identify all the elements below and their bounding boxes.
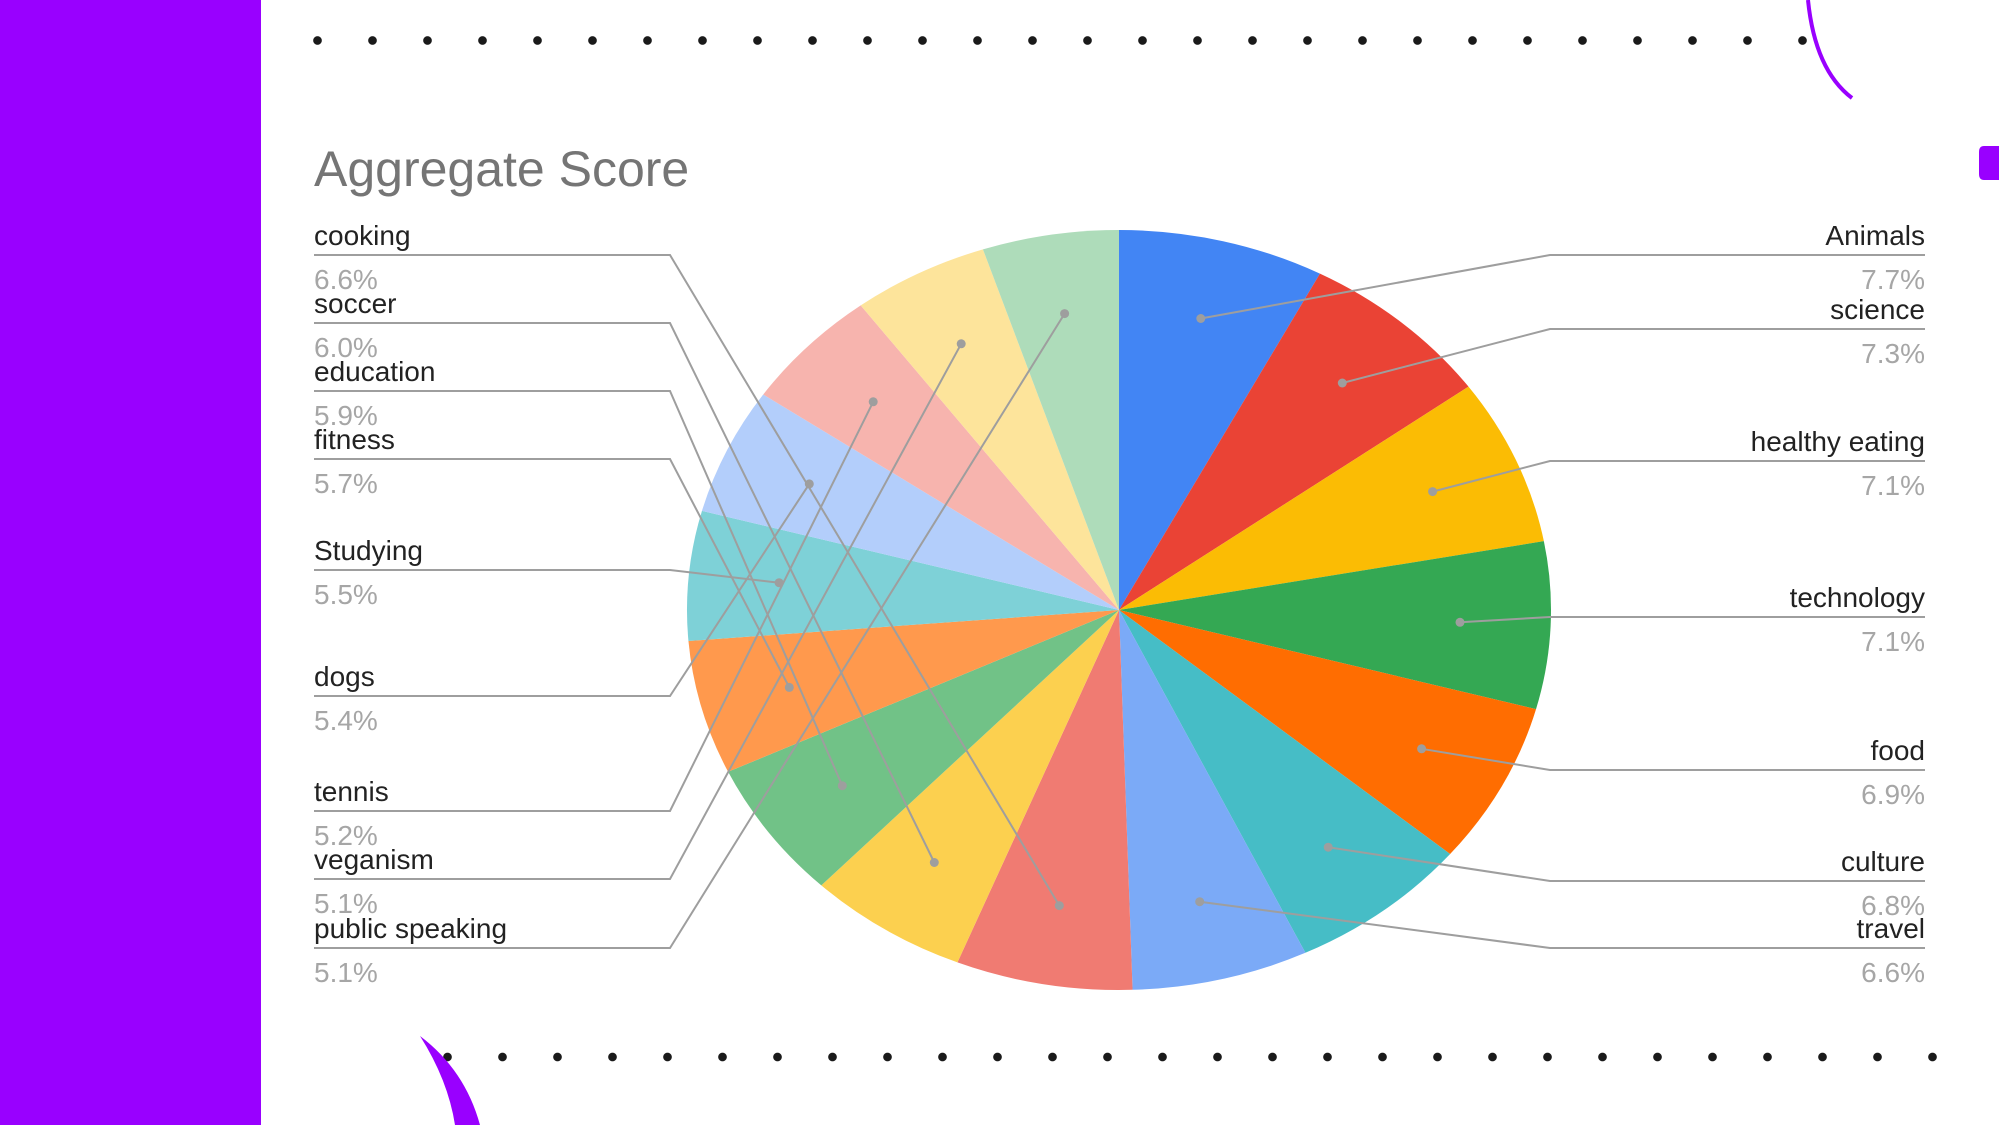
pie-slice-technology xyxy=(1119,541,1551,710)
slice-percent-label: 7.1% xyxy=(1861,626,1925,657)
pie-slice-education xyxy=(728,610,1119,886)
leader-dot xyxy=(1196,314,1206,323)
leader-dot xyxy=(837,781,847,791)
leader-line xyxy=(314,390,844,787)
slice-percent-label: 5.9% xyxy=(314,400,378,431)
slice-label: cooking xyxy=(314,220,411,251)
pie-slice-dogs xyxy=(701,394,1119,610)
leader-dot xyxy=(804,479,814,489)
pie-slice-tennis xyxy=(763,305,1119,610)
slice-label: Studying xyxy=(314,535,423,566)
leader-dot xyxy=(868,397,878,407)
slice-percent-label: 7.7% xyxy=(1861,264,1925,295)
pie-slice-soccer xyxy=(821,610,1119,963)
slice-label: travel xyxy=(1857,913,1925,944)
slice-percent-label: 5.5% xyxy=(314,579,378,610)
slice-label: tennis xyxy=(314,776,389,807)
pie-slice-fitness xyxy=(688,610,1119,772)
leader-line xyxy=(314,254,1061,907)
slice-percent-label: 5.1% xyxy=(314,888,378,919)
slice-percent-label: 5.2% xyxy=(314,820,378,851)
slice-label: soccer xyxy=(314,288,396,319)
leader-dot xyxy=(1428,487,1438,497)
slice-percent-label: 6.8% xyxy=(1861,890,1925,921)
leader-line xyxy=(314,483,811,697)
leader-dot xyxy=(1054,901,1064,911)
slice-label: education xyxy=(314,356,435,387)
pie-slice-public-speaking xyxy=(982,230,1119,610)
slice-label: food xyxy=(1871,735,1926,766)
pie-slice-food xyxy=(1119,610,1537,855)
pie-slice-studying xyxy=(687,510,1119,641)
slice-label: fitness xyxy=(314,424,395,455)
slice-percent-label: 5.7% xyxy=(314,468,378,499)
slice-labels: Animals 7.7%science 7.3% healthy eating 7.1%… xyxy=(314,220,1925,988)
slice-percent-label: 5.4% xyxy=(314,705,378,736)
pie-slice-cooking xyxy=(957,610,1133,990)
decor-wedge-bottom-left xyxy=(420,1036,480,1125)
slice-label: culture xyxy=(1841,846,1925,877)
dot-pattern-top xyxy=(290,14,1810,88)
slice-percent-label: 6.6% xyxy=(1861,957,1925,988)
chart-title: Aggregate Score xyxy=(314,141,690,197)
slice-percent-label: 5.1% xyxy=(314,957,378,988)
leader-dot xyxy=(956,339,966,349)
leader-line xyxy=(1342,328,1925,384)
leader-dot xyxy=(1455,617,1465,627)
leader-dot xyxy=(784,682,794,692)
slice-label: healthy eating xyxy=(1751,426,1925,457)
leader-line xyxy=(314,322,936,863)
pie-slice-animals xyxy=(1119,230,1320,610)
leader-dot xyxy=(1417,744,1427,754)
slice-label: public speaking xyxy=(314,913,507,944)
pie-slice-science xyxy=(1119,273,1469,610)
leader-line xyxy=(1328,846,1925,882)
leader-line xyxy=(1200,254,1925,320)
decor-tab-right xyxy=(1979,146,1999,180)
leader-dot xyxy=(1060,309,1070,319)
dot-pattern-bottom xyxy=(420,1032,1960,1102)
leader-dot xyxy=(929,858,939,867)
slice-label: veganism xyxy=(314,844,434,875)
slice-percent-label: 7.3% xyxy=(1861,338,1925,369)
leader-dot xyxy=(1323,842,1333,852)
leader-line xyxy=(1432,460,1925,493)
slice-label: Animals xyxy=(1825,220,1925,251)
slice-percent-label: 6.0% xyxy=(314,332,378,363)
decor-arc-top-right xyxy=(1806,0,1854,100)
leader-line xyxy=(314,458,791,688)
leader-line xyxy=(1459,616,1925,624)
pie-slice-culture xyxy=(1119,610,1451,953)
slice-label: technology xyxy=(1790,582,1925,613)
slice-percent-label: 7.1% xyxy=(1861,470,1925,501)
pie-slice-travel xyxy=(1119,610,1306,990)
leader-dot xyxy=(1337,378,1347,388)
pie-slice-healthy-eating xyxy=(1119,386,1544,610)
leader-lines xyxy=(314,254,1925,949)
slice-percent-label: 6.6% xyxy=(314,264,378,295)
slice-label: dogs xyxy=(314,661,375,692)
pie-slices xyxy=(687,230,1551,990)
leader-line xyxy=(1199,900,1925,949)
leader-line xyxy=(314,569,780,584)
pie-slice-veganism xyxy=(860,249,1119,610)
slice-label: science xyxy=(1830,294,1925,325)
slice-percent-label: 6.9% xyxy=(1861,779,1925,810)
leader-line xyxy=(314,401,875,812)
leader-line xyxy=(314,343,963,880)
leader-line xyxy=(1421,747,1925,771)
leader-line xyxy=(314,313,1066,949)
left-accent-bar xyxy=(0,0,261,1125)
leader-dot xyxy=(1195,897,1205,907)
